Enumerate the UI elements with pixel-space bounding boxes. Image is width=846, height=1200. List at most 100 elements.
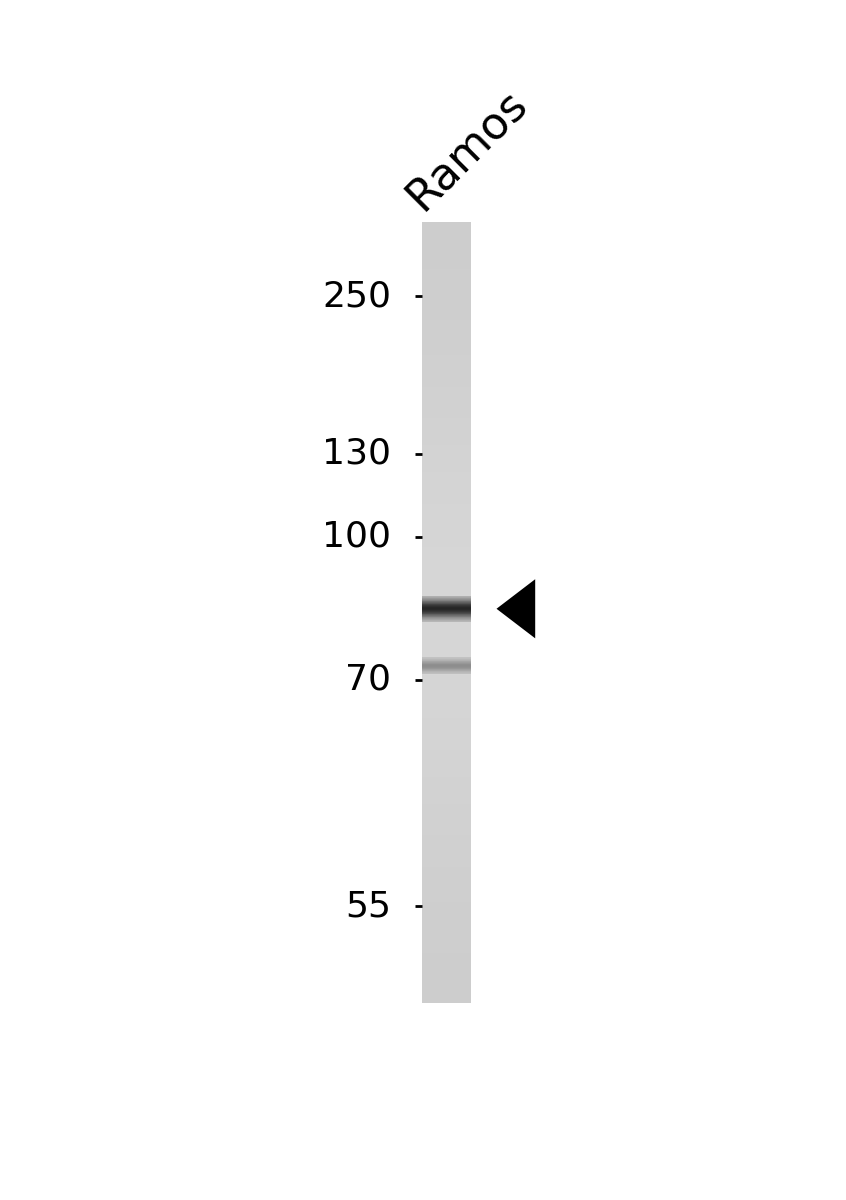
Bar <box>422 406 471 410</box>
Bar <box>422 917 471 922</box>
Bar <box>422 272 471 277</box>
Bar <box>422 304 471 308</box>
Bar <box>422 858 471 863</box>
Bar <box>422 413 471 418</box>
Bar <box>422 854 471 859</box>
Bar <box>422 316 471 320</box>
Bar <box>422 530 471 535</box>
Bar <box>422 335 471 340</box>
Bar <box>422 584 471 589</box>
Bar <box>422 588 471 594</box>
Bar <box>422 901 471 906</box>
Bar <box>422 596 471 601</box>
Bar <box>422 718 471 722</box>
Bar <box>422 830 471 835</box>
Bar <box>422 572 471 577</box>
Bar <box>422 683 471 688</box>
Bar <box>422 740 471 745</box>
Bar <box>422 432 471 437</box>
Bar <box>422 983 471 988</box>
Bar <box>422 948 471 953</box>
Bar <box>422 276 471 281</box>
Bar <box>422 452 471 457</box>
Bar <box>422 678 471 683</box>
Bar <box>422 280 471 286</box>
Bar <box>422 905 471 910</box>
Bar <box>422 818 471 823</box>
Bar <box>422 534 471 539</box>
Bar <box>422 503 471 508</box>
Bar <box>422 515 471 520</box>
Bar <box>422 362 471 367</box>
Bar <box>422 698 471 703</box>
Bar <box>422 640 471 644</box>
Bar <box>422 995 471 1000</box>
Bar <box>422 737 471 742</box>
Bar <box>422 522 471 527</box>
Bar <box>422 721 471 726</box>
Bar <box>422 328 471 332</box>
Bar <box>422 952 471 956</box>
Bar <box>422 354 471 359</box>
Bar <box>422 479 471 484</box>
Bar <box>422 787 471 792</box>
Bar <box>422 745 471 750</box>
Bar <box>422 756 471 761</box>
Bar <box>422 600 471 605</box>
Bar <box>422 264 471 269</box>
Bar <box>422 359 471 364</box>
Bar <box>422 448 471 452</box>
Bar <box>422 877 471 882</box>
Text: 100: 100 <box>322 520 391 553</box>
Bar <box>422 647 471 652</box>
Bar <box>422 292 471 296</box>
Bar <box>422 865 471 870</box>
Bar <box>422 702 471 707</box>
Bar <box>422 780 471 785</box>
Bar <box>422 655 471 660</box>
Bar <box>422 889 471 894</box>
Bar <box>422 671 471 676</box>
Bar <box>422 690 471 695</box>
Bar <box>422 709 471 714</box>
Bar <box>422 706 471 710</box>
Bar <box>422 733 471 738</box>
Text: Ramos: Ramos <box>398 80 536 218</box>
Bar <box>422 796 471 800</box>
Bar <box>422 667 471 672</box>
Bar <box>422 382 471 386</box>
Bar <box>422 674 471 679</box>
Bar <box>422 893 471 898</box>
Bar <box>422 541 471 546</box>
Bar <box>422 260 471 265</box>
Bar <box>422 764 471 769</box>
Bar <box>422 971 471 976</box>
Bar <box>422 510 471 515</box>
Bar <box>422 784 471 788</box>
Bar <box>422 631 471 636</box>
Bar <box>422 616 471 620</box>
Bar <box>422 557 471 562</box>
Bar <box>422 862 471 866</box>
Bar <box>422 964 471 968</box>
Bar <box>422 378 471 383</box>
Bar <box>422 913 471 918</box>
Polygon shape <box>497 580 536 638</box>
Bar <box>422 444 471 449</box>
Bar <box>422 643 471 648</box>
Bar <box>422 620 471 625</box>
Bar <box>422 437 471 442</box>
Bar <box>422 397 471 402</box>
Bar <box>422 374 471 379</box>
Bar <box>422 874 471 878</box>
Bar <box>422 834 471 839</box>
Bar <box>422 307 471 312</box>
Bar <box>422 538 471 542</box>
Bar <box>422 229 471 234</box>
Bar <box>422 494 471 499</box>
Bar <box>422 940 471 944</box>
Bar <box>422 401 471 406</box>
Text: 70: 70 <box>345 662 391 697</box>
Bar <box>422 409 471 414</box>
Bar <box>422 385 471 390</box>
